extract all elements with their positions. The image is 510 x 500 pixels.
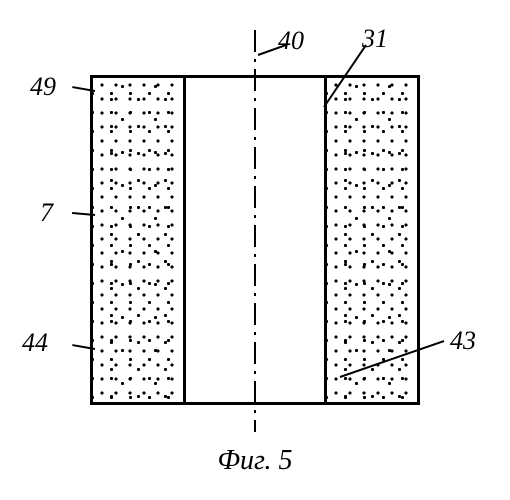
figure-caption: Фиг. 5: [0, 445, 510, 477]
ref-label-7: 7: [40, 200, 53, 226]
ref-label-31: 31: [362, 26, 388, 52]
bore-left-edge: [183, 75, 186, 405]
ref-label-40: 40: [278, 28, 304, 54]
ref-label-43: 43: [450, 328, 476, 354]
bore-right-edge: [324, 75, 327, 405]
ref-label-44: 44: [22, 330, 48, 356]
ref-label-49: 49: [30, 74, 56, 100]
center-axis-line: [254, 30, 256, 432]
figure-stage: Фиг. 5 40 31 49 7 44 43: [0, 0, 510, 500]
wall-left-stipple: [93, 78, 183, 402]
